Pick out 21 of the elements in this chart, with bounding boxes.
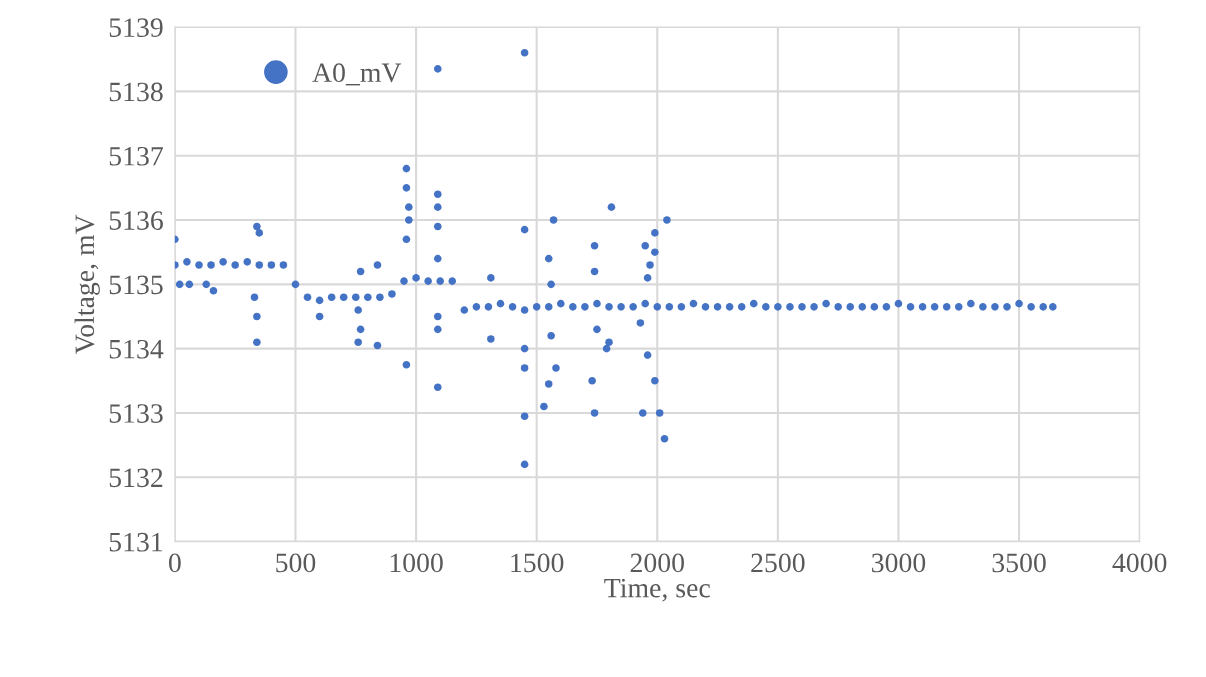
y-axis-title: Voltage, mV [74,214,100,354]
x-tick-label: 500 [276,553,316,573]
x-tick-label: 4000 [1112,553,1167,573]
y-tick-label: 5134 [109,339,164,359]
y-tick-label: 5139 [109,18,163,37]
y-tick-label: 5132 [109,468,163,488]
y-tick-label: 5137 [109,146,163,166]
y-tick-label: 5135 [109,275,163,295]
legend-label: A0_mV [312,63,402,86]
x-tick-label: 1500 [511,553,564,573]
x-tick-label: 2000 [630,553,684,573]
x-tick-label: 1000 [390,553,443,573]
y-tick-label: 5131 [109,532,163,552]
x-tick-label: 3500 [992,553,1046,573]
x-axis-title: Time, sec [604,578,710,602]
x-tick-label: 3000 [872,553,926,573]
x-tick-label: 0 [168,553,181,573]
y-tick-label: 5133 [109,404,163,423]
y-tick-label: 5136 [109,211,163,230]
y-tick-label: 5138 [109,82,163,102]
x-tick-label: 2500 [751,553,805,573]
